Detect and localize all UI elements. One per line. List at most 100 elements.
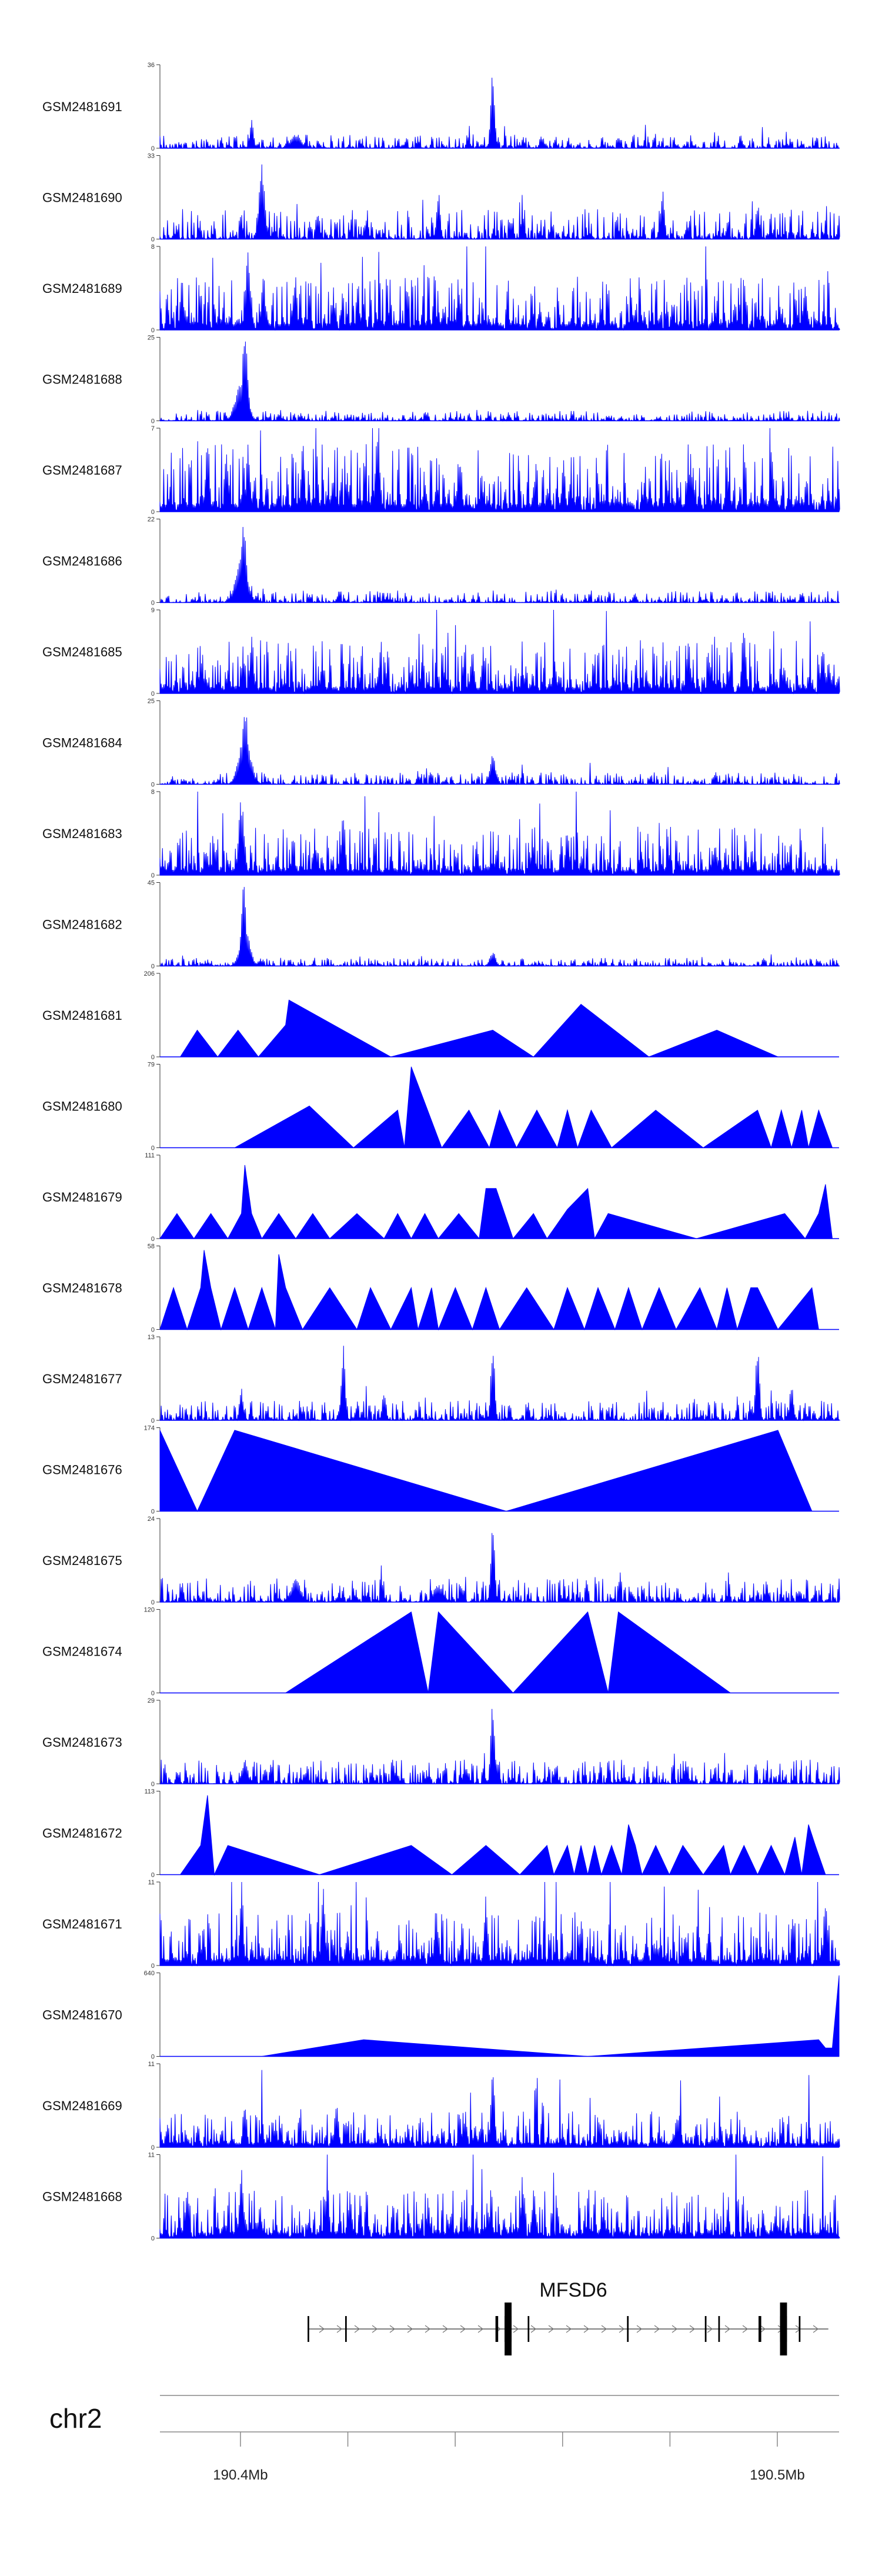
y-max-label: 11 — [148, 1879, 155, 1886]
strand-arrow — [583, 2325, 590, 2333]
y-min-label: 0 — [151, 600, 155, 607]
gene-exon — [799, 2316, 801, 2342]
track-GSM2481677: GSM2481677 13 0 — [42, 1334, 841, 1424]
strand-arrow — [619, 2325, 625, 2333]
strand-arrow — [407, 2325, 413, 2333]
track-GSM2481686: GSM2481686 22 0 — [42, 516, 840, 607]
y-max-label: 33 — [148, 153, 155, 160]
track-GSM2481689: GSM2481689 8 0 — [42, 243, 840, 334]
strand-arrow — [513, 2325, 519, 2333]
y-max-label: 11 — [148, 2152, 155, 2159]
y-min-label: 0 — [151, 1963, 155, 1970]
track-label: GSM2481690 — [42, 191, 122, 205]
coverage-area — [159, 1430, 813, 1512]
track-GSM2481687: GSM2481687 7 0 — [42, 425, 840, 516]
y-min-label: 0 — [151, 872, 155, 879]
y-max-label: 9 — [151, 607, 155, 614]
track-label: GSM2481672 — [42, 1826, 122, 1841]
data-tracks: GSM2481691360GSM2481690330GSM248168980GS… — [42, 62, 841, 2243]
track-label: GSM2481677 — [42, 1372, 122, 1386]
track-GSM2481685: GSM2481685 9 0 — [42, 607, 840, 698]
track-label: GSM2481679 — [42, 1190, 122, 1204]
gene-name-label: MFSD6 — [539, 2279, 607, 2301]
y-min-label: 0 — [151, 1690, 155, 1697]
y-max-label: 24 — [148, 1516, 155, 1523]
y-min-label: 0 — [151, 509, 155, 516]
axis-tick-label: 190.4Mb — [213, 2467, 268, 2483]
coverage-area — [159, 1164, 833, 1240]
y-min-label: 0 — [151, 1054, 155, 1061]
y-max-label: 7 — [151, 425, 155, 432]
y-max-label: 113 — [144, 1788, 155, 1796]
gene-track: MFSD6 — [308, 2279, 828, 2355]
strand-arrow — [477, 2325, 484, 2333]
y-min-label: 0 — [151, 1236, 155, 1243]
strand-arrow — [707, 2325, 713, 2333]
track-label: GSM2481681 — [42, 1008, 122, 1023]
track-GSM2481680: GSM2481680 79 0 — [42, 1062, 839, 1152]
strand-arrow — [372, 2325, 378, 2333]
y-min-label: 0 — [151, 145, 155, 152]
track-GSM2481674: GSM2481674 120 0 — [42, 1607, 839, 1697]
y-min-label: 0 — [151, 690, 155, 698]
track-label: GSM2481674 — [42, 1644, 122, 1659]
y-max-label: 58 — [148, 1243, 155, 1250]
track-GSM2481670: GSM2481670 640 0 — [42, 1970, 840, 2061]
y-min-label: 0 — [151, 418, 155, 425]
track-label: GSM2481669 — [42, 2098, 122, 2113]
track-label: GSM2481676 — [42, 1463, 122, 1477]
coverage-area — [159, 341, 840, 422]
strand-arrow — [389, 2325, 396, 2333]
coverage-area — [262, 1975, 840, 2057]
strand-arrow — [336, 2325, 343, 2333]
track-label: GSM2481685 — [42, 645, 122, 659]
coverage-area — [159, 1881, 840, 1967]
gene-exon — [345, 2316, 347, 2342]
strand-arrow — [425, 2325, 431, 2333]
gene-coding-exon — [505, 2303, 512, 2355]
strand-arrow — [601, 2325, 607, 2333]
strand-arrow — [724, 2325, 731, 2333]
strand-arrow — [813, 2325, 819, 2333]
track-GSM2481691: GSM2481691 36 0 — [42, 62, 840, 152]
axis-tick-label: 190.5Mb — [750, 2467, 804, 2483]
strand-arrow — [319, 2325, 325, 2333]
coverage-area — [159, 526, 840, 604]
strand-arrow — [548, 2325, 554, 2333]
gene-exon — [704, 2316, 707, 2342]
gene-coding-exon — [780, 2303, 787, 2355]
strand-arrow — [354, 2325, 360, 2333]
y-min-label: 0 — [151, 2144, 155, 2151]
gene-exon — [308, 2316, 309, 2342]
coverage-area — [179, 1795, 826, 1876]
track-label: GSM2481683 — [42, 826, 122, 841]
y-min-label: 0 — [151, 1417, 155, 1424]
track-label: GSM2481684 — [42, 736, 122, 750]
coverage-area — [160, 887, 840, 967]
coverage-area — [159, 2154, 840, 2240]
gene-exon — [718, 2316, 720, 2342]
track-GSM2481676: GSM2481676 174 0 — [42, 1425, 839, 1516]
track-GSM2481683: GSM2481683 8 0 — [42, 789, 840, 879]
y-min-label: 0 — [151, 327, 155, 334]
track-label: GSM2481687 — [42, 463, 122, 478]
track-GSM2481682: GSM2481682 45 0 — [42, 880, 840, 970]
coverage-area — [159, 246, 840, 331]
y-max-label: 25 — [148, 335, 155, 342]
chromosome-label: chr2 — [49, 2403, 102, 2434]
track-label: GSM2481680 — [42, 1099, 122, 1114]
y-min-label: 0 — [151, 2235, 155, 2243]
track-GSM2481679: GSM2481679 111 0 — [42, 1152, 839, 1243]
track-GSM2481675: GSM2481675 24 0 — [42, 1516, 840, 1606]
strand-arrow — [530, 2325, 537, 2333]
coverage-area — [159, 78, 840, 149]
y-max-label: 640 — [144, 1970, 155, 1977]
gene-exon — [627, 2316, 629, 2342]
strand-arrow — [760, 2325, 766, 2333]
y-min-label: 0 — [151, 963, 155, 970]
y-max-label: 79 — [148, 1062, 155, 1069]
track-GSM2481690: GSM2481690 33 0 — [42, 153, 840, 243]
y-max-label: 29 — [148, 1697, 155, 1704]
y-max-label: 111 — [145, 1152, 155, 1159]
